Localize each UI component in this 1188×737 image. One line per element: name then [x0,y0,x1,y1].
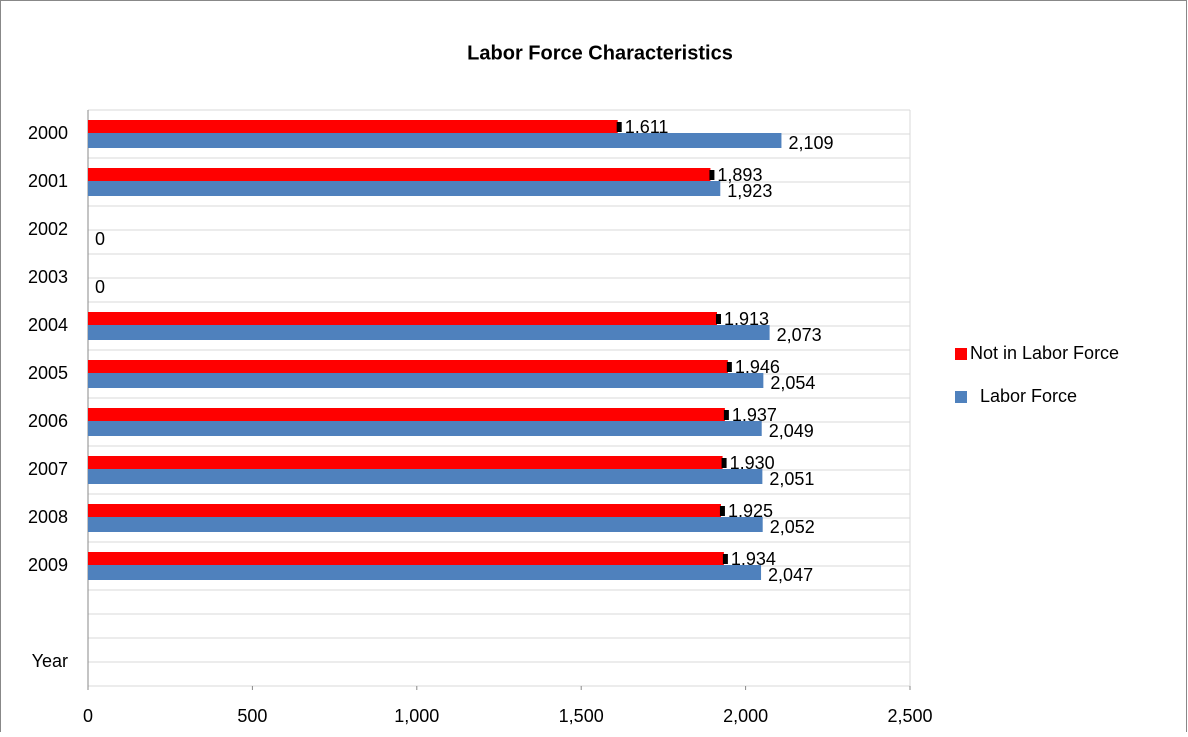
data-label: 1,937 [732,405,777,425]
bar-end-marker [709,170,715,180]
bar [88,181,721,196]
y-tick-label: Year [32,651,68,671]
bar [88,552,724,565]
data-label: 2,054 [770,373,815,393]
data-label: 2,109 [788,133,833,153]
bar [88,168,711,181]
data-label: 2,073 [777,325,822,345]
bar [88,565,762,580]
y-tick-label: 2006 [28,411,68,431]
x-tick-label: 0 [83,706,93,726]
bar [88,312,717,325]
legend-swatch [955,391,967,403]
data-label: 1,934 [731,549,776,569]
data-label: 2,049 [769,421,814,441]
bar-end-marker [726,362,732,372]
bar-end-marker [722,554,728,564]
data-label: 1,913 [724,309,769,329]
y-tick-label: 2000 [28,123,68,143]
chart-title: Labor Force Characteristics [467,42,733,64]
bar [88,504,721,517]
bar [88,456,723,469]
data-label: 1,923 [727,181,772,201]
bar [88,360,728,373]
data-label: 2,051 [769,469,814,489]
y-tick-label: 2004 [28,315,68,335]
data-label: 0 [95,277,105,297]
legend-label: Not in Labor Force [970,343,1119,363]
y-tick-label: 2009 [28,555,68,575]
x-tick-label: 1,000 [394,706,439,726]
bar-end-marker [723,410,729,420]
bar-end-marker [715,314,721,324]
legend-swatch [955,348,967,360]
x-tick-label: 500 [237,706,267,726]
data-label: 1,930 [730,453,775,473]
bar [88,421,762,436]
data-label: 1,946 [735,357,780,377]
y-tick-label: 2008 [28,507,68,527]
y-tick-label: 2003 [28,267,68,287]
bar [88,373,764,388]
y-tick-label: 2007 [28,459,68,479]
bar-end-marker [719,506,725,516]
bar [88,120,618,133]
bar [88,325,770,340]
bar-end-marker [721,458,727,468]
bar [88,133,782,148]
y-tick-label: 2001 [28,171,68,191]
bar-end-marker [616,122,622,132]
x-tick-label: 2,000 [723,706,768,726]
bar [88,408,725,421]
data-label: 0 [95,229,105,249]
bar [88,517,763,532]
data-label: 1,893 [717,165,762,185]
data-label: 1,925 [728,501,773,521]
y-tick-label: 2005 [28,363,68,383]
data-label: 2,047 [768,565,813,585]
data-label: 1,611 [625,117,669,137]
x-tick-label: 1,500 [559,706,604,726]
data-label: 2,052 [770,517,815,537]
y-tick-label: 2002 [28,219,68,239]
bar [88,469,763,484]
legend-label: Labor Force [980,386,1077,406]
x-tick-label: 2,500 [887,706,932,726]
